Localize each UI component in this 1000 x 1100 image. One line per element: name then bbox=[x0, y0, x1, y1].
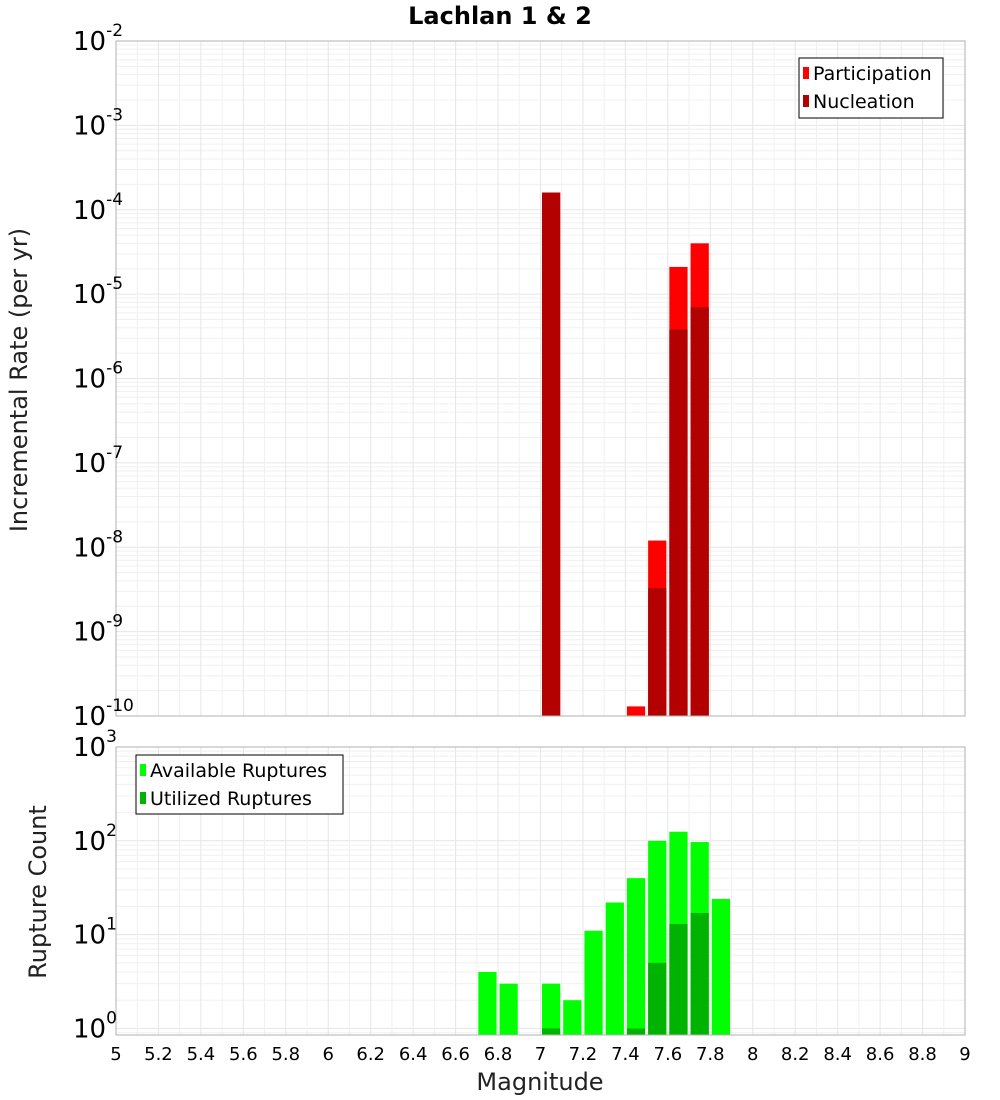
bar-utilized-ruptures bbox=[542, 1028, 561, 1035]
legend-swatch-nucleation bbox=[803, 95, 809, 107]
legend-label-nucleation: Nucleation bbox=[813, 91, 915, 113]
bottom-y-tick-label: 100 bbox=[73, 1008, 117, 1044]
x-tick-label: 5.6 bbox=[229, 1044, 258, 1065]
top-y-tick-labels: 10-2 10-3 10-4 10-5 10-6 10-7 10-8 10-9 10-10 bbox=[73, 21, 134, 732]
x-tick-label: 6 bbox=[323, 1044, 334, 1065]
bar-utilized-ruptures bbox=[690, 913, 709, 1035]
top-y-tick-label: 10-2 bbox=[73, 21, 123, 57]
top-y-tick-label: 10-10 bbox=[73, 696, 134, 732]
bottom-y-tick-label: 102 bbox=[73, 821, 117, 857]
bottom-plot-grid bbox=[115, 747, 966, 1035]
top-y-tick-label: 10-7 bbox=[73, 443, 123, 479]
legend-swatch-available bbox=[140, 764, 146, 776]
bar-available-ruptures bbox=[478, 971, 497, 1035]
bottom-y-tick-label: 103 bbox=[73, 727, 117, 763]
legend-label-available: Available Ruptures bbox=[150, 760, 327, 782]
bar-nucleation bbox=[542, 192, 561, 717]
x-tick-label: 7.8 bbox=[696, 1044, 725, 1065]
bar-available-ruptures bbox=[605, 902, 624, 1035]
legend-swatch-participation bbox=[803, 67, 809, 79]
legend-swatch-utilized bbox=[140, 792, 146, 804]
x-tick-label: 7.6 bbox=[654, 1044, 683, 1065]
bar-available-ruptures bbox=[563, 1000, 582, 1035]
bar-available-ruptures bbox=[711, 898, 731, 1035]
x-tick-label: 5.2 bbox=[144, 1044, 173, 1065]
bar-nucleation bbox=[648, 587, 667, 716]
top-y-tick-label: 10-3 bbox=[73, 105, 123, 141]
legend-label-utilized: Utilized Ruptures bbox=[150, 788, 312, 810]
x-tick-label: 7.2 bbox=[569, 1044, 598, 1065]
x-tick-labels: 5 5.2 5.4 5.6 5.8 6 6.2 6.4 6.6 6.8 7 7.2 7.4 7.6 7.8 8… bbox=[110, 1044, 970, 1065]
x-tick-label: 8 bbox=[747, 1044, 758, 1065]
x-axis-label: Magnitude bbox=[476, 1068, 603, 1096]
x-tick-label: 8.6 bbox=[866, 1044, 895, 1065]
x-tick-label: 7.4 bbox=[611, 1044, 640, 1065]
bottom-plot: 103 102 101 100 5 5.2 5.4 5.6 5.8 6 6.2 6.4 6.6 6.8 7… bbox=[24, 727, 971, 1096]
bar-nucleation bbox=[690, 307, 709, 716]
top-plot: 10-2 10-3 10-4 10-5 10-6 10-7 10-8 10-9 10-10 In… bbox=[5, 21, 966, 732]
x-tick-label: 8.8 bbox=[908, 1044, 937, 1065]
bar-utilized-ruptures bbox=[669, 923, 688, 1035]
top-nucleation-bars bbox=[542, 192, 709, 717]
bar-utilized-ruptures bbox=[648, 962, 667, 1035]
bar-available-ruptures bbox=[626, 878, 646, 1035]
top-y-tick-label: 10-4 bbox=[73, 190, 123, 226]
top-legend-box bbox=[798, 57, 944, 119]
top-y-tick-label: 10-9 bbox=[73, 612, 123, 648]
legend-label-participation: Participation bbox=[813, 63, 932, 85]
x-tick-label: 5.8 bbox=[271, 1044, 300, 1065]
bar-nucleation bbox=[669, 329, 688, 716]
top-y-tick-label: 10-6 bbox=[73, 359, 123, 395]
top-y-tick-label: 10-8 bbox=[73, 527, 123, 563]
top-y-axis-label: Incremental Rate (per yr) bbox=[5, 228, 33, 532]
x-tick-label: 9 bbox=[959, 1044, 970, 1065]
bottom-legend-box bbox=[135, 754, 344, 815]
x-tick-label: 6.2 bbox=[356, 1044, 385, 1065]
top-plot-frame bbox=[115, 40, 966, 717]
bar-available-ruptures bbox=[499, 983, 518, 1035]
bottom-utilized-bars bbox=[542, 913, 709, 1035]
top-y-tick-label: 10-5 bbox=[73, 274, 123, 310]
bar-available-ruptures bbox=[542, 983, 561, 1035]
x-tick-label: 6.8 bbox=[484, 1044, 513, 1065]
x-tick-label: 8.2 bbox=[781, 1044, 810, 1065]
bottom-legend: Available Ruptures Utilized Ruptures bbox=[135, 754, 344, 815]
bottom-y-tick-label: 101 bbox=[73, 915, 117, 951]
x-tick-label: 5 bbox=[110, 1044, 121, 1065]
bar-available-ruptures bbox=[584, 930, 603, 1035]
top-legend: Participation Nucleation bbox=[798, 57, 944, 119]
bottom-y-tick-labels: 103 102 101 100 bbox=[73, 727, 117, 1044]
bottom-y-axis-label: Rupture Count bbox=[24, 805, 52, 979]
chart-title: Lachlan 1 & 2 bbox=[408, 2, 592, 30]
x-tick-label: 6.4 bbox=[399, 1044, 428, 1065]
x-tick-label: 8.4 bbox=[823, 1044, 852, 1065]
x-tick-label: 7 bbox=[535, 1044, 546, 1065]
top-plot-grid bbox=[115, 41, 966, 717]
x-tick-label: 6.6 bbox=[441, 1044, 470, 1065]
bar-utilized-ruptures bbox=[626, 1028, 646, 1035]
bar-participation bbox=[626, 706, 646, 716]
bottom-plot-frame bbox=[115, 746, 966, 1036]
x-tick-label: 5.4 bbox=[187, 1044, 216, 1065]
